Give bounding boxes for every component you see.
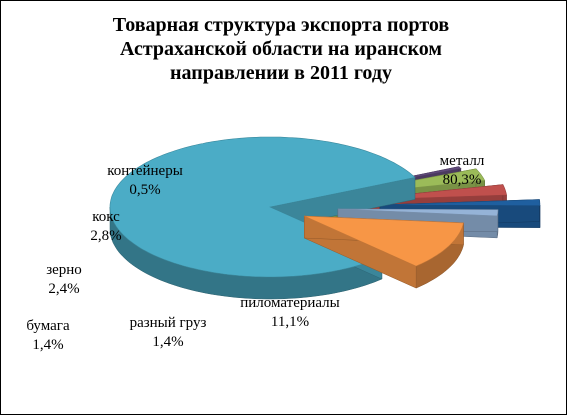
chart-title-line-1: Товарная структура экспорта портов	[112, 14, 450, 36]
slice-value-label-0: 80,3%	[443, 172, 482, 188]
slice-name-label-4: зерно	[46, 262, 82, 278]
slice-value-label-4: 2,4%	[48, 281, 79, 297]
slice-value-label-1: 11,1%	[271, 314, 309, 330]
slice-name-label-3: бумага	[26, 318, 70, 334]
slice-name-label-1: пиломатериалы	[240, 295, 340, 311]
slice-name-label-2: разный груз	[130, 315, 207, 331]
slice-value-label-6: 0,5%	[129, 182, 160, 198]
slice-name-label-6: контейнеры	[107, 163, 183, 179]
pie-slice-1	[304, 215, 464, 289]
chart-title-line-3: направлении в 2011 году	[170, 62, 392, 84]
slice-value-label-2: 1,4%	[152, 334, 183, 350]
slice-name-label-0: металл	[440, 153, 485, 169]
slice-value-label-5: 2,8%	[90, 228, 121, 244]
chart-title: Товарная структура экспорта портов Астра…	[61, 13, 501, 85]
slice-name-label-5: кокс	[92, 209, 120, 225]
slice-value-label-3: 1,4%	[32, 337, 63, 353]
chart-title-line-2: Астраханской области на иранском	[120, 38, 442, 60]
